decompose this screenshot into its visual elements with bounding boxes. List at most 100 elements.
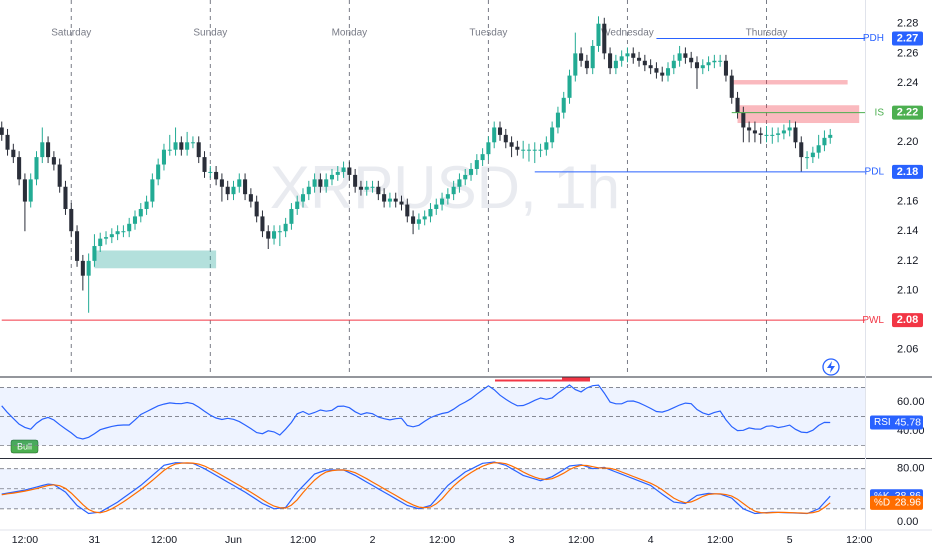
candle-body xyxy=(260,216,265,232)
candle-body xyxy=(219,179,224,187)
candle-body xyxy=(376,186,381,195)
candle-body xyxy=(555,112,560,128)
candle-body xyxy=(318,179,323,187)
candle-body xyxy=(805,157,810,159)
candle-body xyxy=(752,130,757,134)
y-tick-label: 0.00 xyxy=(897,516,918,528)
badge-value: 45.78 xyxy=(895,416,921,428)
candle-body xyxy=(289,208,294,224)
value-badge xyxy=(870,495,923,510)
candle-body xyxy=(231,186,236,195)
candle-body xyxy=(196,142,201,158)
candle-body xyxy=(167,149,172,151)
y-tick-label: 60.00 xyxy=(897,396,925,408)
candle-body xyxy=(497,127,503,135)
candle-body xyxy=(295,201,300,209)
candle-body xyxy=(469,168,474,175)
candle-body xyxy=(532,149,537,151)
candle-body xyxy=(179,142,184,150)
candle-body xyxy=(723,60,728,76)
candle-body xyxy=(718,60,723,62)
y-tick-label: 2.16 xyxy=(897,195,918,207)
y-tick-label: 2.24 xyxy=(897,77,918,89)
y-tick-label: 2.12 xyxy=(897,255,918,267)
zone xyxy=(737,105,860,124)
candle-body xyxy=(138,208,143,217)
bull-badge xyxy=(10,439,39,454)
level-name: PDH xyxy=(863,33,884,44)
candle-body xyxy=(17,157,22,180)
level-badge xyxy=(892,313,923,328)
candle-body xyxy=(637,57,642,61)
candle-body xyxy=(312,179,317,187)
band xyxy=(0,468,865,509)
level-name: IS xyxy=(875,107,885,118)
x-tick-label: 4 xyxy=(648,534,654,546)
candle-body xyxy=(764,134,769,136)
candle-body xyxy=(474,160,479,169)
x-tick-label: 12:00 xyxy=(707,534,733,546)
candle-body xyxy=(602,23,607,54)
candle-body xyxy=(243,179,248,195)
y-tick-label: 80.00 xyxy=(897,463,925,475)
candle-body xyxy=(156,164,161,180)
x-tick-label: 5 xyxy=(787,534,793,546)
badge-name: RSI xyxy=(874,417,891,428)
candle-body xyxy=(747,127,752,131)
candle-body xyxy=(434,204,439,209)
x-tick-label: 12:00 xyxy=(290,534,316,546)
y-tick-label: 2.26 xyxy=(897,47,918,59)
candle-body xyxy=(799,142,804,158)
candle-body xyxy=(103,237,109,239)
candle-body xyxy=(619,56,624,61)
candle-body xyxy=(706,62,711,66)
bull-text: Bull xyxy=(17,441,32,451)
candle-body xyxy=(451,186,456,195)
candle-body xyxy=(40,142,45,158)
icon-circle[interactable] xyxy=(822,358,840,376)
candle-body xyxy=(416,219,421,224)
icon-bolt[interactable] xyxy=(827,361,835,373)
candle-body xyxy=(590,45,595,69)
watermark: XRPUSD, 1h xyxy=(270,154,620,221)
y-tick-label: 2.06 xyxy=(897,344,918,356)
candle-body xyxy=(109,234,114,238)
candle-body xyxy=(92,246,97,261)
zone xyxy=(731,80,848,85)
candle-body xyxy=(266,231,271,239)
candle-body xyxy=(596,23,601,46)
candle-body xyxy=(364,186,369,190)
candle-body xyxy=(463,174,468,180)
y-tick-label: 2.10 xyxy=(897,284,918,296)
candle-body xyxy=(579,53,584,61)
candle-body xyxy=(393,198,398,202)
y-tick-label: 2.28 xyxy=(897,18,918,30)
candle-body xyxy=(787,127,792,131)
candle-body xyxy=(509,142,514,147)
candle-body xyxy=(144,201,149,209)
candle-body xyxy=(741,112,746,128)
session-label: Monday xyxy=(332,28,368,39)
y-tick-label: 2.14 xyxy=(897,225,918,237)
candle-body xyxy=(677,53,682,61)
candle-body xyxy=(422,216,427,220)
candle-body xyxy=(642,60,647,66)
candle-body xyxy=(561,97,566,113)
candle-body xyxy=(34,157,39,180)
candle-body xyxy=(283,223,288,232)
candle-body xyxy=(822,137,827,146)
candle-body xyxy=(573,53,578,76)
candle-body xyxy=(225,186,230,195)
candle-body xyxy=(735,97,740,113)
candle-body xyxy=(526,149,531,151)
level-name: PWL xyxy=(862,315,884,326)
badge-name: %D xyxy=(874,497,890,508)
candle-body xyxy=(254,201,259,217)
candle-body xyxy=(324,179,329,187)
candle-body xyxy=(758,133,763,135)
replay-icon[interactable] xyxy=(822,358,840,376)
zone xyxy=(94,250,217,269)
candle-body xyxy=(445,194,450,199)
value-badge xyxy=(870,415,923,430)
